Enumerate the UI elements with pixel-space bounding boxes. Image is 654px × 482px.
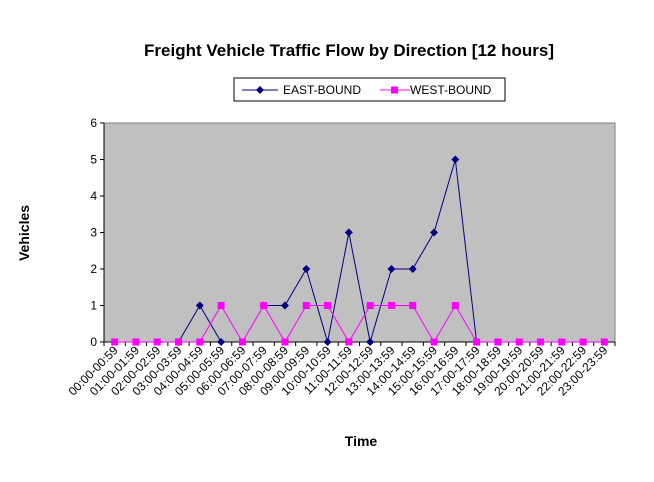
legend-west-marker — [391, 86, 398, 94]
y-tick-label: 0 — [90, 335, 97, 349]
data-point — [558, 338, 566, 346]
x-axis-label: Time — [345, 433, 378, 449]
data-point — [196, 338, 204, 346]
y-tick-label: 3 — [90, 226, 97, 240]
series-layer — [111, 155, 608, 346]
data-point — [451, 155, 460, 164]
data-point — [579, 338, 587, 346]
y-tick-label: 2 — [90, 262, 97, 276]
series-west-bound — [111, 302, 608, 346]
data-point — [344, 228, 353, 237]
data-point — [494, 338, 502, 346]
data-point — [217, 338, 226, 346]
series-line — [114, 304, 605, 343]
y-axis-label: Vehicles — [16, 205, 32, 261]
data-point — [302, 302, 310, 309]
data-point — [451, 302, 459, 309]
y-tick-label: 6 — [90, 116, 97, 130]
legend-west-label: WEST-BOUND — [410, 83, 492, 97]
data-point — [600, 338, 608, 346]
legend-item-west: WEST-BOUND — [380, 83, 492, 97]
chart-title: Freight Vehicle Traffic Flow by Directio… — [144, 41, 554, 60]
data-point — [280, 301, 289, 310]
legend-item-east: EAST-BOUND — [242, 83, 361, 97]
data-point — [132, 338, 140, 346]
y-tick-label: 4 — [90, 189, 97, 203]
data-point — [366, 338, 375, 346]
y-axis: 0 1 2 3 4 5 6 — [90, 116, 105, 349]
data-point — [473, 338, 481, 346]
data-point — [409, 302, 417, 309]
legend-box — [233, 77, 506, 102]
x-axis: 00:00-00:5901:00-01:5902:00-02:5903:00-0… — [66, 341, 616, 398]
data-point — [408, 265, 417, 273]
data-point — [387, 302, 395, 309]
data-point — [324, 302, 332, 309]
legend-east-marker — [256, 86, 264, 94]
data-point — [430, 338, 438, 346]
data-point — [345, 338, 353, 346]
data-point — [260, 302, 268, 309]
data-point — [536, 338, 544, 346]
data-point — [175, 338, 183, 346]
data-point — [238, 338, 246, 346]
legend: EAST-BOUND WEST-BOUND — [233, 77, 506, 102]
y-tick-label: 5 — [90, 153, 97, 167]
data-point — [302, 265, 311, 273]
data-point — [153, 338, 161, 346]
data-point — [281, 338, 289, 346]
data-point — [430, 228, 439, 237]
plot-area — [103, 122, 616, 343]
data-point — [387, 265, 396, 273]
data-point — [515, 338, 523, 346]
data-point — [111, 338, 119, 346]
data-point — [217, 302, 225, 309]
data-point — [195, 301, 204, 310]
y-tick-label: 1 — [90, 299, 97, 313]
data-point — [323, 338, 332, 346]
legend-east-label: EAST-BOUND — [283, 83, 361, 97]
data-point — [366, 302, 374, 309]
